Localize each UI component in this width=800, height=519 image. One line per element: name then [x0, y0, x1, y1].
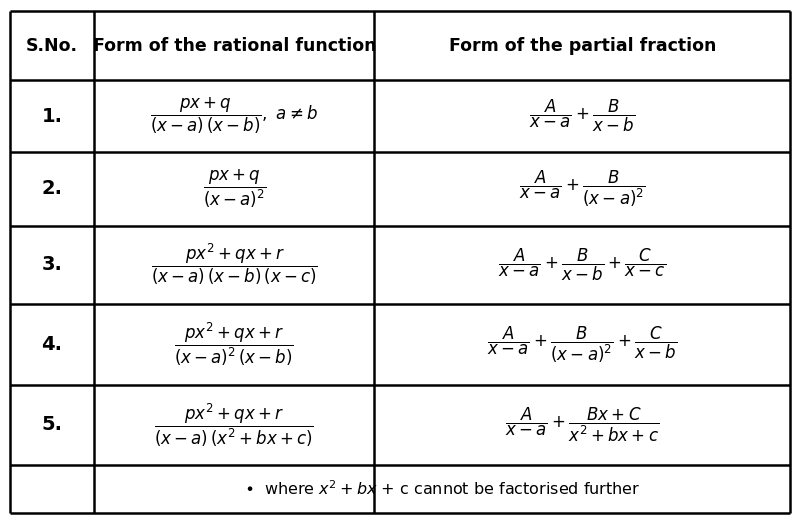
Text: Form of the partial fraction: Form of the partial fraction: [449, 37, 716, 55]
Text: 2.: 2.: [42, 180, 62, 198]
Text: $\dfrac{A}{x-a}+\dfrac{Bx+C}{x^2+bx+c}$: $\dfrac{A}{x-a}+\dfrac{Bx+C}{x^2+bx+c}$: [506, 406, 659, 444]
Text: S.No.: S.No.: [26, 37, 78, 55]
Text: 3.: 3.: [42, 255, 62, 274]
Text: $\dfrac{A}{x-a}+\dfrac{B}{x-b}$: $\dfrac{A}{x-a}+\dfrac{B}{x-b}$: [530, 98, 635, 134]
Text: Form of the rational function: Form of the rational function: [93, 37, 376, 55]
Text: $\dfrac{px^2+qx+r}{(x-a)\,(x^2+bx+c)}$: $\dfrac{px^2+qx+r}{(x-a)\,(x^2+bx+c)}$: [154, 401, 314, 448]
Text: $\dfrac{A}{x-a}+\dfrac{B}{(x-a)^2}$: $\dfrac{A}{x-a}+\dfrac{B}{(x-a)^2}$: [519, 169, 646, 209]
Text: $\dfrac{px^2+qx+r}{(x-a)\,(x-b)\,(x-c)}$: $\dfrac{px^2+qx+r}{(x-a)\,(x-b)\,(x-c)}$: [151, 242, 318, 288]
Text: $\dfrac{px+q}{(x-a)^2}$: $\dfrac{px+q}{(x-a)^2}$: [202, 168, 266, 210]
Text: $\dfrac{A}{x-a}+\dfrac{B}{x-b}+\dfrac{C}{x-c}$: $\dfrac{A}{x-a}+\dfrac{B}{x-b}+\dfrac{C}…: [498, 247, 666, 283]
Text: $\dfrac{px^2+qx+r}{(x-a)^2\,(x-b)}$: $\dfrac{px^2+qx+r}{(x-a)^2\,(x-b)}$: [174, 321, 294, 368]
Text: 1.: 1.: [42, 107, 62, 126]
Text: 4.: 4.: [42, 335, 62, 354]
Text: $\dfrac{px+q}{(x-a)\,(x-b)},\ a\neq b$: $\dfrac{px+q}{(x-a)\,(x-b)},\ a\neq b$: [150, 96, 318, 136]
Text: 5.: 5.: [42, 415, 62, 434]
Text: $\bullet$  where $x^2 + bx$ + c cannot be factorised further: $\bullet$ where $x^2 + bx$ + c cannot be…: [244, 479, 641, 498]
Text: $\dfrac{A}{x-a}+\dfrac{B}{(x-a)^2}+\dfrac{C}{x-b}$: $\dfrac{A}{x-a}+\dfrac{B}{(x-a)^2}+\dfra…: [487, 324, 678, 364]
